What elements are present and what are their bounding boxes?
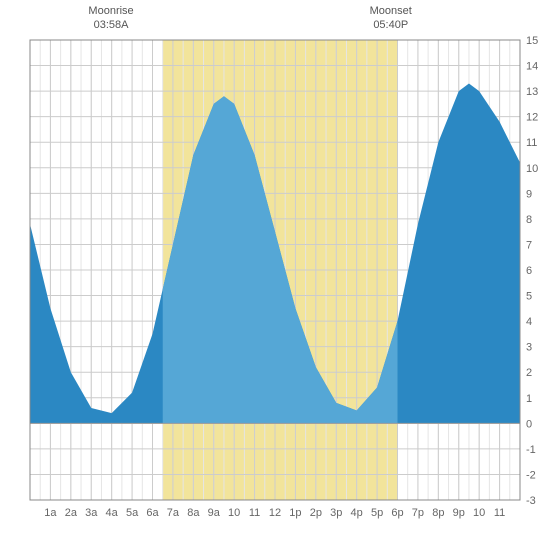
svg-text:11: 11 [494,507,505,519]
svg-text:14: 14 [526,61,538,73]
svg-text:12: 12 [526,112,538,124]
svg-text:1p: 1p [289,507,301,519]
svg-text:6p: 6p [391,507,403,519]
svg-text:-2: -2 [526,469,536,481]
svg-text:4p: 4p [351,507,363,519]
svg-text:3: 3 [526,342,532,354]
tide-chart: Moonrise 03:58A Moonset 05:40P -3-2-1012… [0,0,550,550]
svg-text:13: 13 [526,86,538,98]
chart-svg: -3-2-101234567891011121314151a2a3a4a5a6a… [0,0,550,550]
svg-text:11: 11 [526,137,537,149]
svg-text:2: 2 [526,367,532,379]
svg-text:1a: 1a [44,507,57,519]
svg-text:2a: 2a [65,507,78,519]
svg-text:7: 7 [526,239,532,251]
moonset-annotation: Moonset 05:40P [361,4,421,33]
svg-text:5: 5 [526,291,532,303]
svg-text:12: 12 [269,507,281,519]
moonrise-time: 03:58A [81,18,141,32]
svg-text:10: 10 [228,507,240,519]
svg-text:7p: 7p [412,507,424,519]
svg-text:8: 8 [526,214,532,226]
moonset-time: 05:40P [361,18,421,32]
svg-text:10: 10 [473,507,485,519]
moonset-label: Moonset [361,4,421,18]
svg-text:0: 0 [526,418,532,430]
svg-text:-3: -3 [526,495,536,507]
svg-text:7a: 7a [167,507,180,519]
svg-text:10: 10 [526,163,538,175]
svg-text:-1: -1 [526,444,536,456]
svg-text:3p: 3p [330,507,342,519]
svg-text:9p: 9p [453,507,465,519]
svg-text:15: 15 [526,35,538,47]
moonrise-label: Moonrise [81,4,141,18]
svg-text:6: 6 [526,265,532,277]
svg-text:9: 9 [526,188,532,200]
svg-text:4a: 4a [106,507,119,519]
moonrise-annotation: Moonrise 03:58A [81,4,141,33]
svg-text:4: 4 [526,316,532,328]
svg-text:6a: 6a [146,507,159,519]
svg-text:2p: 2p [310,507,322,519]
svg-text:5a: 5a [126,507,139,519]
svg-text:5p: 5p [371,507,383,519]
svg-text:11: 11 [249,507,260,519]
svg-text:8p: 8p [432,507,444,519]
svg-text:9a: 9a [208,507,221,519]
svg-text:8a: 8a [187,507,200,519]
svg-text:1: 1 [526,393,532,405]
svg-text:3a: 3a [85,507,98,519]
